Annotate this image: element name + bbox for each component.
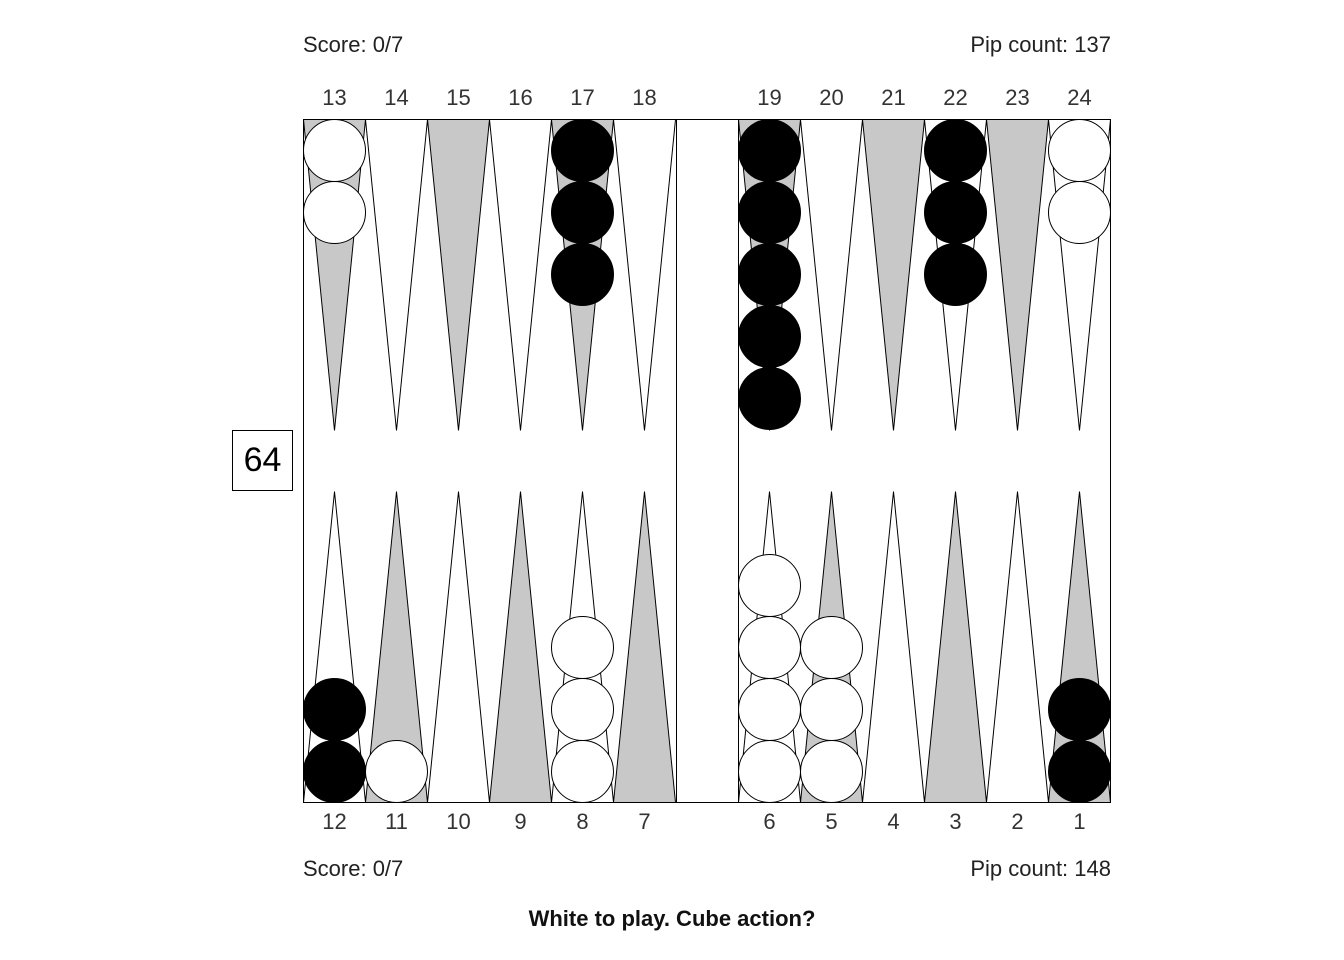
black-checker[interactable] <box>738 305 801 368</box>
board-frame <box>303 119 1111 803</box>
point-label-1: 1 <box>1073 809 1085 834</box>
black-checker[interactable] <box>924 181 987 244</box>
point-label-10: 10 <box>446 809 470 834</box>
point-9[interactable] <box>488 491 553 803</box>
white-checker[interactable] <box>738 740 801 803</box>
point-label-7: 7 <box>638 809 650 834</box>
point-label-13: 13 <box>322 85 346 110</box>
black-checker[interactable] <box>738 119 801 182</box>
point-label-12: 12 <box>322 809 346 834</box>
black-checker[interactable] <box>924 119 987 182</box>
point-label-20: 20 <box>819 85 843 110</box>
point-4[interactable] <box>861 491 926 803</box>
point-21[interactable] <box>861 119 926 431</box>
checkers-layer <box>303 119 1111 803</box>
point-label-8: 8 <box>576 809 588 834</box>
white-checker[interactable] <box>738 616 801 679</box>
point-label-5: 5 <box>825 809 837 834</box>
point-label-16: 16 <box>508 85 532 110</box>
point-18[interactable] <box>612 119 677 431</box>
position-caption: White to play. Cube action? <box>528 906 816 931</box>
white-checker[interactable] <box>365 740 428 803</box>
point-label-24: 24 <box>1067 85 1091 110</box>
point-14[interactable] <box>364 119 429 431</box>
point-7[interactable] <box>612 491 677 803</box>
black-checker[interactable] <box>551 181 614 244</box>
point-label-15: 15 <box>446 85 470 110</box>
point-label-17: 17 <box>570 85 594 110</box>
point-label-18: 18 <box>632 85 656 110</box>
white-checker[interactable] <box>551 678 614 741</box>
point-3[interactable] <box>923 491 988 803</box>
white-checker[interactable] <box>303 181 366 244</box>
white-checker[interactable] <box>303 119 366 182</box>
point-label-14: 14 <box>384 85 408 110</box>
point-label-9: 9 <box>514 809 526 834</box>
point-label-11: 11 <box>385 809 408 834</box>
point-label-2: 2 <box>1011 809 1023 834</box>
white-checker[interactable] <box>800 678 863 741</box>
black-checker[interactable] <box>738 181 801 244</box>
black-checker[interactable] <box>924 243 987 306</box>
black-checker[interactable] <box>303 678 366 741</box>
black-checker[interactable] <box>738 243 801 306</box>
point-label-4: 4 <box>887 809 899 834</box>
point-16[interactable] <box>488 119 553 431</box>
bottom-score: Score: 0/7 <box>303 856 404 881</box>
point-label-22: 22 <box>943 85 967 110</box>
white-checker[interactable] <box>1048 181 1111 244</box>
point-10[interactable] <box>426 491 491 803</box>
white-checker[interactable] <box>738 554 801 617</box>
white-checker[interactable] <box>1048 119 1111 182</box>
top-score: Score: 0/7 <box>303 32 404 57</box>
point-label-19: 19 <box>757 85 781 110</box>
bottom-pip-count: Pip count: 148 <box>970 856 1111 881</box>
point-20[interactable] <box>799 119 864 431</box>
doubling-cube[interactable]: 64 <box>232 430 293 491</box>
point-15[interactable] <box>426 119 491 431</box>
point-label-3: 3 <box>949 809 961 834</box>
white-checker[interactable] <box>551 740 614 803</box>
top-pip-count: Pip count: 137 <box>970 32 1111 57</box>
white-checker[interactable] <box>738 678 801 741</box>
black-checker[interactable] <box>551 243 614 306</box>
white-checker[interactable] <box>551 616 614 679</box>
point-label-21: 21 <box>881 85 905 110</box>
black-checker[interactable] <box>303 740 366 803</box>
white-checker[interactable] <box>800 740 863 803</box>
white-checker[interactable] <box>800 616 863 679</box>
black-checker[interactable] <box>551 119 614 182</box>
black-checker[interactable] <box>738 367 801 430</box>
point-23[interactable] <box>985 119 1050 431</box>
black-checker[interactable] <box>1048 678 1111 741</box>
point-2[interactable] <box>985 491 1050 803</box>
point-label-23: 23 <box>1005 85 1029 110</box>
point-label-6: 6 <box>763 809 775 834</box>
black-checker[interactable] <box>1048 740 1111 803</box>
